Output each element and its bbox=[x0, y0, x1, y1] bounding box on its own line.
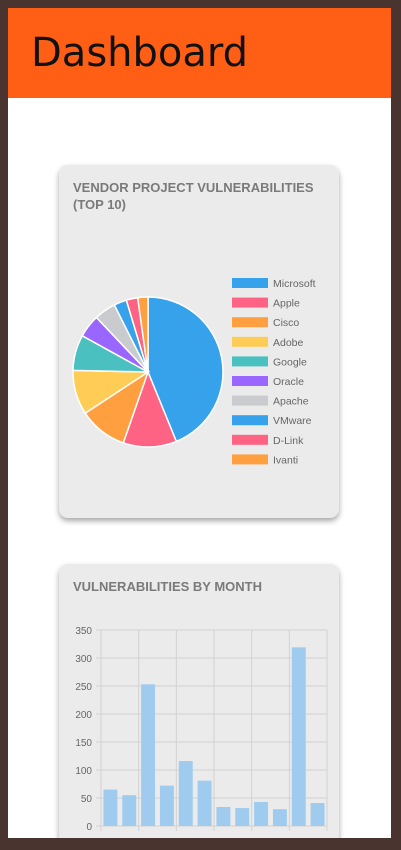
legend-item-adobe[interactable]: Adobe bbox=[232, 336, 304, 349]
bar-month-9[interactable] bbox=[254, 801, 269, 826]
y-tick-label: 100 bbox=[75, 766, 92, 777]
header-bar: Dashboard bbox=[8, 8, 391, 98]
legend-swatch bbox=[232, 356, 268, 367]
legend-item-apache[interactable]: Apache bbox=[232, 395, 309, 408]
page-title: Dashboard bbox=[31, 30, 249, 76]
y-tick-label: 0 bbox=[86, 822, 92, 833]
legend-label: Cisco bbox=[273, 317, 299, 329]
bar-card-title: Vulnerabilities By Month bbox=[73, 579, 262, 594]
legend-label: Apache bbox=[273, 396, 309, 408]
legend-label: D-Link bbox=[273, 435, 304, 447]
legend-swatch bbox=[232, 434, 268, 445]
bar-month-1[interactable] bbox=[103, 789, 118, 826]
legend-swatch bbox=[232, 395, 268, 406]
pie-card-title: Vendor Project Vulnerabilities (Top 10) bbox=[73, 180, 314, 212]
legend-label: Microsoft bbox=[273, 278, 316, 290]
legend-swatch bbox=[232, 454, 268, 465]
legend-item-microsoft[interactable]: Microsoft bbox=[232, 278, 316, 290]
y-tick-label: 150 bbox=[75, 738, 92, 749]
legend-swatch bbox=[232, 336, 268, 347]
legend-swatch bbox=[232, 317, 268, 328]
legend-item-apple[interactable]: Apple bbox=[232, 297, 300, 310]
bar-month-4[interactable] bbox=[159, 785, 174, 826]
pie-slice-microsoft[interactable] bbox=[147, 296, 224, 443]
y-tick-label: 300 bbox=[75, 654, 92, 665]
legend-item-vmware[interactable]: VMware bbox=[232, 415, 312, 427]
legend-swatch bbox=[232, 278, 268, 288]
legend-item-oracle[interactable]: Oracle bbox=[232, 376, 304, 388]
bar-month-8[interactable] bbox=[235, 808, 250, 826]
legend-label: Adobe bbox=[273, 337, 304, 349]
pie-chart: Microsoft Apple Cisco Adobe Google Oracle Apac… bbox=[72, 278, 316, 466]
bar-month-7[interactable] bbox=[216, 806, 231, 826]
y-tick-label: 200 bbox=[75, 710, 92, 721]
legend-label: Ivanti bbox=[273, 454, 298, 466]
vendor-pie-card: Vendor Project Vulnerabilities (Top 10) … bbox=[59, 165, 339, 518]
legend-swatch bbox=[232, 376, 268, 386]
legend-swatch bbox=[232, 297, 268, 308]
y-tick-label: 250 bbox=[75, 682, 92, 693]
legend-item-cisco[interactable]: Cisco bbox=[232, 317, 299, 329]
bar-month-10[interactable] bbox=[272, 809, 287, 826]
legend-swatch bbox=[232, 415, 268, 426]
legend-item-ivanti[interactable]: Ivanti bbox=[232, 454, 298, 466]
legend-label: VMware bbox=[273, 415, 312, 427]
legend-label: Google bbox=[273, 356, 307, 368]
bar-month-2[interactable] bbox=[122, 795, 137, 826]
monthly-bar-card: Vulnerabilities By Month 0 50 100 150 200 250… bbox=[59, 564, 339, 838]
legend-item-google[interactable]: Google bbox=[232, 356, 307, 368]
bar-month-6[interactable] bbox=[197, 780, 212, 826]
bar-month-5[interactable] bbox=[178, 761, 193, 826]
y-tick-label: 50 bbox=[81, 794, 93, 805]
legend-label: Apple bbox=[273, 298, 300, 310]
legend-label: Oracle bbox=[273, 376, 304, 388]
app-frame: Dashboard Vendor Project Vulnerabilities… bbox=[8, 8, 391, 838]
y-tick-label: 350 bbox=[75, 626, 92, 637]
bar-month-12[interactable] bbox=[310, 803, 325, 826]
pie-slice-ivanti[interactable] bbox=[136, 296, 149, 373]
legend-item-d-link[interactable]: D-Link bbox=[232, 434, 304, 447]
bar-month-3[interactable] bbox=[141, 684, 156, 826]
bar-chart: 0 50 100 150 200 250 300 350 bbox=[75, 626, 328, 833]
bar-month-11[interactable] bbox=[291, 647, 306, 826]
